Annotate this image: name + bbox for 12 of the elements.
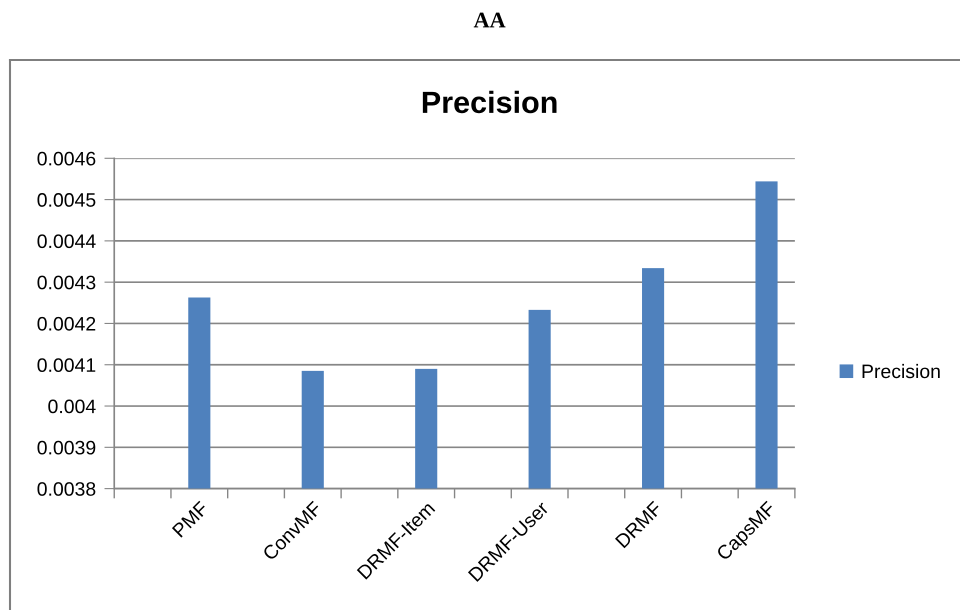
y-tick-label: 0.0046 [37,152,96,166]
chart-title: Precision [422,90,556,114]
y-tick-label: 0.0044 [37,234,96,248]
y-tick-label: 0.0042 [37,316,96,331]
legend-label: Precision [862,364,940,378]
y-tick-label: 0.0041 [37,358,96,372]
y-tick-label: 0.0045 [37,193,96,207]
y-tick-label: 0.004 [48,400,96,414]
y-tick-label: 0.0038 [37,482,96,496]
y-tick-label: 0.0043 [37,276,96,290]
text: AA [474,12,506,28]
y-tick-label: 0.0039 [37,440,96,455]
